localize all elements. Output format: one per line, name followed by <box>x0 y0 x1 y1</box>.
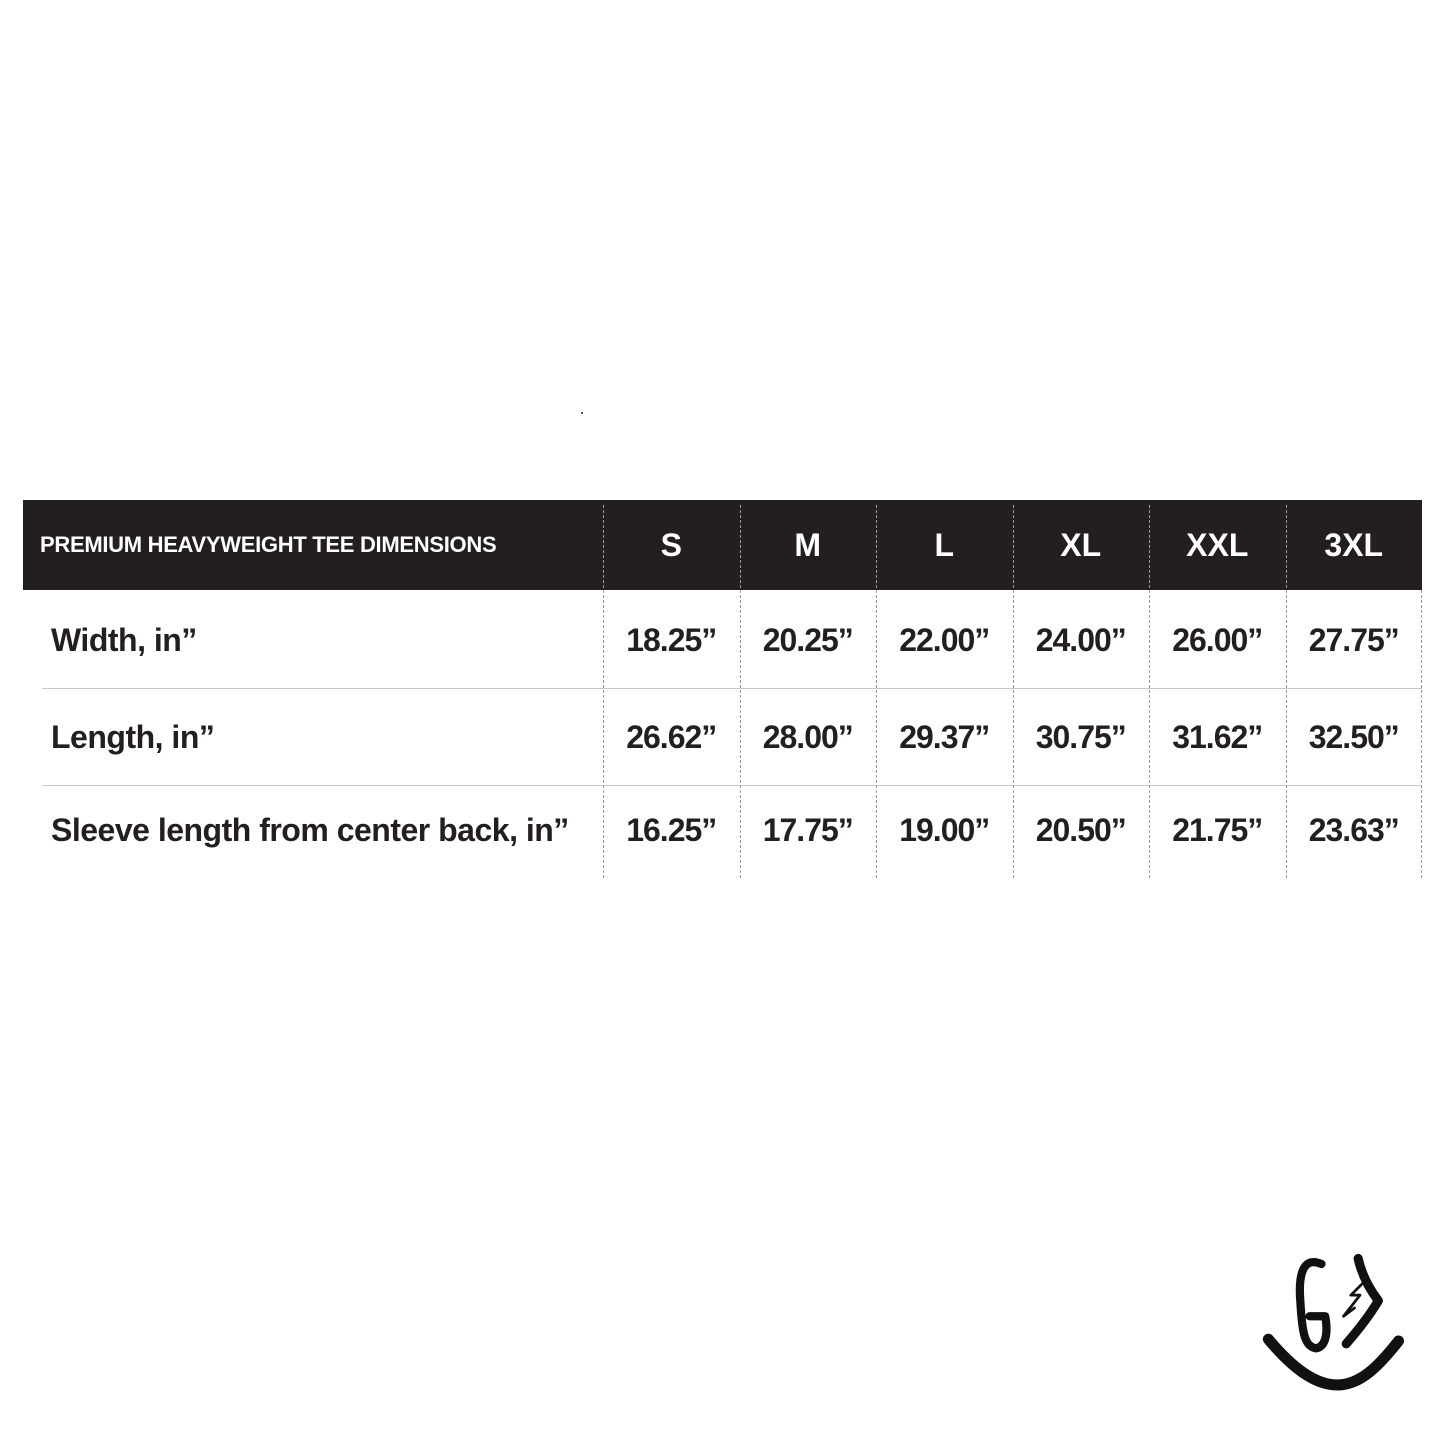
size-header-xxl: XXL <box>1186 526 1249 563</box>
table-header: PREMIUM HEAVYWEIGHT TEE DIMENSIONS S M L… <box>23 500 1422 590</box>
row-divider <box>42 688 1422 689</box>
size-header-m: M <box>794 526 822 563</box>
cell-value: 32.50” <box>1308 718 1400 755</box>
table-row-length: Length, in” 26.62” 28.00” 29.37” 30.75” … <box>23 689 1422 785</box>
cell-value: 24.00” <box>1035 621 1127 658</box>
row-divider <box>42 785 1422 786</box>
table-title: PREMIUM HEAVYWEIGHT TEE DIMENSIONS <box>40 532 497 557</box>
row-label: Width, in” <box>51 621 197 658</box>
g-lightning-smile-logo-icon <box>1262 1253 1404 1391</box>
size-header-3xl: 3XL <box>1324 526 1384 563</box>
cell-value: 19.00” <box>899 811 990 848</box>
column-divider <box>1421 590 1422 878</box>
column-divider <box>1149 505 1150 878</box>
cell-value: 26.62” <box>626 718 717 755</box>
column-divider <box>739 505 741 878</box>
column-divider <box>876 505 877 878</box>
cell-value: 20.50” <box>1035 811 1127 848</box>
column-divider <box>1012 505 1014 878</box>
cell-value: 26.00” <box>1172 621 1263 658</box>
row-label: Length, in” <box>51 718 215 755</box>
row-label: Sleeve length from center back, in” <box>51 811 569 848</box>
cell-value: 20.25” <box>762 621 854 658</box>
stray-dot <box>581 412 583 414</box>
size-header-xl: XL <box>1060 526 1102 563</box>
cell-value: 16.25” <box>626 811 717 848</box>
cell-value: 18.25” <box>626 621 717 658</box>
cell-value: 23.63” <box>1308 811 1400 848</box>
table-row-width: Width, in” 18.25” 20.25” 22.00” 24.00” 2… <box>23 592 1422 688</box>
size-header-s: S <box>660 526 682 563</box>
cell-value: 17.75” <box>762 811 854 848</box>
column-divider <box>1285 505 1287 878</box>
cell-value: 29.37” <box>899 718 990 755</box>
cell-value: 21.75” <box>1172 811 1263 848</box>
cell-value: 22.00” <box>899 621 990 658</box>
cell-value: 31.62” <box>1172 718 1263 755</box>
cell-value: 30.75” <box>1035 718 1127 755</box>
column-divider <box>603 505 604 878</box>
size-header-l: L <box>934 526 955 563</box>
cell-value: 28.00” <box>762 718 854 755</box>
cell-value: 27.75” <box>1308 621 1400 658</box>
table-row-sleeve: Sleeve length from center back, in” 16.2… <box>23 786 1422 874</box>
